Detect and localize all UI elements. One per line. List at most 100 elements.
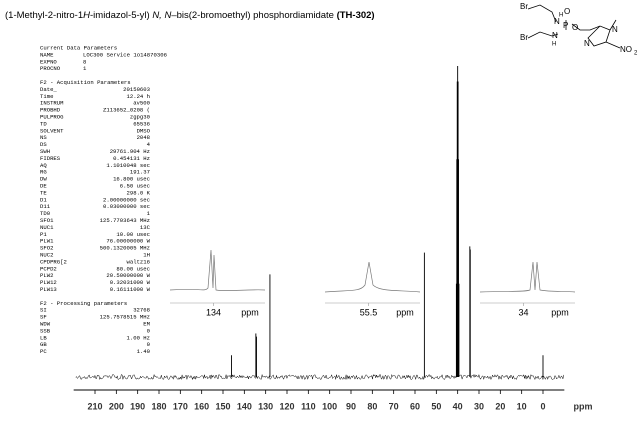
param-value: 298.0 K xyxy=(127,189,151,196)
param-heading: F2 - Acquisition Parameters xyxy=(40,79,131,86)
x-tick-label: 100 xyxy=(322,401,337,411)
inset-axis-label: ppm xyxy=(396,307,414,317)
title: (1-Methyl-2-nitro-1H-imidazol-5-yl) N, N… xyxy=(5,10,375,21)
param-name: WDW xyxy=(40,320,51,327)
param-value: 80.00 usec xyxy=(116,265,150,272)
param-value: Z113652_0208 ( xyxy=(103,107,150,114)
param-name: D1 xyxy=(40,196,47,203)
param-value: 0.454131 Hz xyxy=(113,155,150,162)
param-name: SI xyxy=(40,307,47,314)
param-value: 0.03000000 sec xyxy=(103,203,150,210)
param-name: PLW2 xyxy=(40,272,53,279)
param-value: 32768 xyxy=(133,307,150,314)
param-name: P1 xyxy=(40,231,47,238)
param-heading: Current Data Parameters xyxy=(40,44,117,51)
x-tick-label: 50 xyxy=(431,401,441,411)
param-name: CPDPRG[2 xyxy=(40,258,67,265)
param-value: 0 xyxy=(147,327,151,334)
param-value: 8 xyxy=(83,58,86,65)
inset-axis-label: ppm xyxy=(551,307,569,317)
param-value: 1.00 Hz xyxy=(127,334,151,341)
param-value: 1.40 xyxy=(137,348,151,355)
param-name: NUC2 xyxy=(40,251,53,258)
param-value: zgpg30 xyxy=(130,113,151,120)
param-name: SSB xyxy=(40,327,51,334)
param-name: TD xyxy=(40,120,47,127)
param-name: PROCNO xyxy=(40,65,61,72)
structure xyxy=(527,4,621,49)
x-tick-label: 70 xyxy=(389,401,399,411)
param-name: PCPD2 xyxy=(40,265,57,272)
param-name: RG xyxy=(40,169,47,176)
param-value: 500.1320005 MHz xyxy=(100,245,150,252)
inset-tick-label: 134 xyxy=(206,307,221,317)
bonds xyxy=(527,4,621,49)
atom-label: H xyxy=(552,42,556,48)
param-name: PROBHD xyxy=(40,107,61,114)
param-name: SWH xyxy=(40,148,50,155)
param-value: 1 xyxy=(83,65,87,72)
atom-label: NO xyxy=(620,45,632,54)
x-tick-label: 180 xyxy=(151,401,166,411)
inset-axis-label: ppm xyxy=(241,307,259,317)
x-tick-label: 150 xyxy=(215,401,230,411)
param-value: DMSO xyxy=(137,127,151,134)
param-value: 1.1010048 sec xyxy=(106,162,150,169)
param-name: GB xyxy=(40,341,47,348)
title-part: N, N xyxy=(152,10,171,21)
x-tick-label: 90 xyxy=(346,401,356,411)
param-name: PC xyxy=(40,348,47,355)
inset-tick-label: 55.5 xyxy=(360,307,378,317)
param-name: NS xyxy=(40,134,47,141)
x-tick-label: 110 xyxy=(301,401,316,411)
x-tick-label: 190 xyxy=(130,401,145,411)
param-name: TD0 xyxy=(40,210,51,217)
param-value: 2.00000000 sec xyxy=(103,196,150,203)
title-part: (1-Methyl-2-nitro-1 xyxy=(5,10,83,21)
inset-curve xyxy=(479,261,576,293)
param-name: PLW13 xyxy=(40,286,57,293)
atom-label: O xyxy=(564,7,570,16)
x-tick-label: 200 xyxy=(109,401,124,411)
param-value: 13C xyxy=(140,224,151,231)
x-axis-label: ppm xyxy=(574,401,593,411)
param-value: 29761.904 Hz xyxy=(110,148,150,155)
param-value: 0.16111000 W xyxy=(110,286,151,293)
param-value: 1H xyxy=(143,251,150,258)
atom-label: N xyxy=(552,31,558,40)
inset-curve xyxy=(324,261,421,293)
param-name: SFO2 xyxy=(40,245,53,252)
param-name: D11 xyxy=(40,203,51,210)
x-tick-label: 40 xyxy=(453,401,463,411)
param-name: Date_ xyxy=(40,86,57,93)
param-name: PULPROG xyxy=(40,113,64,120)
param-value: 0 xyxy=(147,341,151,348)
title-part: –bis(2-bromoethyl) phosphordiamidate xyxy=(171,10,336,21)
x-tick-label: 10 xyxy=(517,401,527,411)
param-name: NAME xyxy=(40,51,54,58)
x-tick-label: 170 xyxy=(173,401,188,411)
param-value: LOC300 Service 1o14870306 xyxy=(83,51,167,58)
x-tick-label: 30 xyxy=(474,401,484,411)
x-tick-label: 140 xyxy=(237,401,252,411)
param-name: DS xyxy=(40,141,47,148)
param-value: 76.00000000 W xyxy=(106,238,150,245)
param-value: av500 xyxy=(133,100,150,107)
param-name: INSTRUM xyxy=(40,100,64,107)
title-part: (TH-302) xyxy=(337,10,375,21)
param-value: EM xyxy=(143,320,150,327)
param-name: Time xyxy=(40,93,53,100)
param-name: SF xyxy=(40,314,47,321)
baseline-noise xyxy=(75,373,564,381)
param-name: TE xyxy=(40,189,47,196)
param-value: 20150603 xyxy=(123,86,150,93)
param-value: 4 xyxy=(147,141,151,148)
atom-label: P xyxy=(563,21,568,30)
param-name: SOLVENT xyxy=(40,127,64,134)
param-value: waltz16 xyxy=(127,258,151,265)
x-tick-label: 210 xyxy=(87,401,102,411)
param-name: AQ xyxy=(40,162,47,169)
param-value: 10.00 usec xyxy=(116,231,150,238)
param-name: PLW1 xyxy=(40,238,54,245)
